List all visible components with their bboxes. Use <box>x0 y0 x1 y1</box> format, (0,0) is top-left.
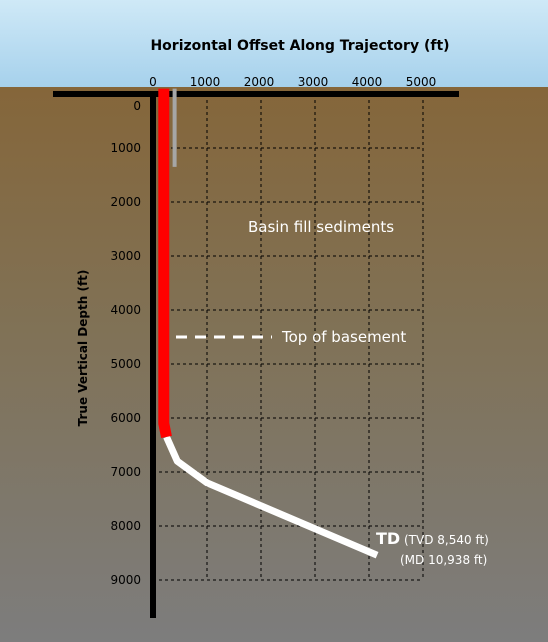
sediments-label: Basin fill sediments <box>248 218 394 236</box>
x-tick-label: 0 <box>149 75 157 89</box>
y-tick-label: 6000 <box>110 411 141 425</box>
top-of-basement-label: Top of basement <box>281 328 406 346</box>
td-tvd-label: (TVD 8,540 ft) <box>404 533 489 547</box>
tick-labels: 0 1000 2000 3000 4000 5000 0 1000 2000 3000 4000 50… <box>110 75 436 587</box>
x-tick-label: 2000 <box>244 75 275 89</box>
trajectory-series <box>163 435 379 559</box>
y-tick-label: 7000 <box>110 465 141 479</box>
sky-background <box>0 0 548 87</box>
x-tick-label: 5000 <box>406 75 437 89</box>
well-trajectory <box>158 88 379 559</box>
x-tick-label: 4000 <box>352 75 383 89</box>
y-tick-label: 8000 <box>110 519 141 533</box>
y-tick-label: 3000 <box>110 249 141 263</box>
y-tick-label: 0 <box>133 99 141 113</box>
y-tick-label: 1000 <box>110 141 141 155</box>
y-axis-label: True Vertical Depth (ft) <box>76 270 90 427</box>
grid <box>153 94 424 581</box>
y-tick-label: 9000 <box>110 573 141 587</box>
trajectory-series <box>158 88 172 438</box>
y-tick-label: 4000 <box>110 303 141 317</box>
x-tick-label: 1000 <box>190 75 221 89</box>
x-tick-label: 3000 <box>298 75 329 89</box>
td-label: TD <box>376 529 400 548</box>
chart-title: Horizontal Offset Along Trajectory (ft) <box>150 38 449 54</box>
td-md-label: (MD 10,938 ft) <box>400 553 487 567</box>
y-tick-label: 2000 <box>110 195 141 209</box>
y-tick-label: 5000 <box>110 357 141 371</box>
